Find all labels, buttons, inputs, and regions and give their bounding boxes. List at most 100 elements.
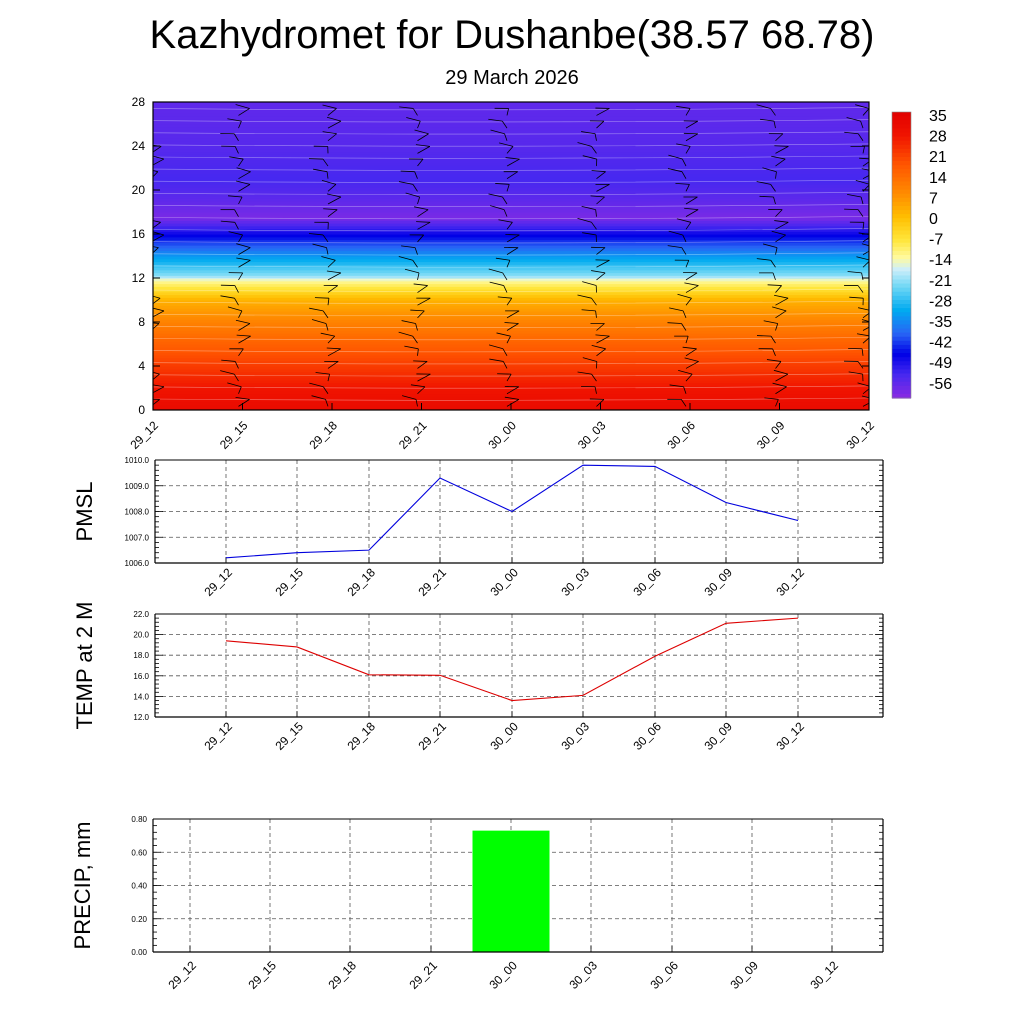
wind-barb-flag [773, 369, 788, 375]
colorbar-label: 35 [929, 108, 947, 125]
wind-barb-flag [153, 155, 164, 160]
wind-barb-shaft [506, 158, 520, 167]
wind-barb-shaft [327, 133, 337, 142]
heatmap-band [153, 231, 869, 235]
wind-barb-shaft [595, 310, 597, 318]
colorbar-swatch [892, 144, 911, 150]
wind-barb-shaft [325, 323, 329, 331]
wind-barb-flag [772, 382, 787, 388]
heatmap-band [153, 278, 869, 282]
wind-barb-shaft [327, 196, 342, 205]
xtick-label: 30_12 [807, 958, 841, 992]
heatmap-band [153, 258, 869, 263]
wind-barb-shaft [327, 374, 330, 382]
ytick-label: 12.0 [133, 713, 149, 722]
wind-barb-flag [322, 131, 337, 135]
wind-barb-flag [220, 295, 235, 299]
wind-barb-shaft [146, 121, 151, 128]
wind-barb-shaft [506, 247, 519, 255]
colorbar-swatch [892, 275, 911, 281]
ytick-label: 16.0 [133, 672, 149, 681]
wind-barb-flag [684, 207, 699, 211]
wind-barb-flag [774, 220, 789, 223]
wind-barb-shaft [417, 348, 419, 356]
wind-barb-flag [153, 384, 165, 388]
colorbar-swatch [892, 348, 911, 354]
wind-barb-flag [153, 322, 160, 324]
colorbar-swatch [892, 271, 911, 277]
colorbar-swatch [892, 218, 911, 223]
wind-barb-flag [677, 293, 692, 299]
wind-barb-shaft [417, 272, 420, 280]
colorbar-swatch [892, 393, 911, 399]
wind-barb-shaft [417, 146, 431, 154]
wind-barb-shaft [596, 259, 610, 268]
ytick-label: 1008.0 [125, 508, 150, 517]
wind-barb-flag [309, 307, 324, 312]
heatmap-band [153, 324, 869, 329]
heatmap-band [153, 341, 869, 345]
wind-barb-shaft [325, 399, 329, 407]
wind-barb-shaft [238, 184, 251, 192]
colorbar-swatch [892, 320, 911, 326]
wind-barb-flag [132, 348, 146, 349]
wind-barb-flag [236, 257, 251, 261]
wind-barb-flag [488, 344, 504, 350]
colorbar-swatch [892, 210, 911, 215]
xtick-label: 30_06 [647, 958, 681, 992]
wind-barb-shaft [238, 158, 244, 167]
wind-barb-shaft [775, 361, 782, 369]
wind-barb-shaft [862, 326, 869, 331]
wind-barb-flag [321, 179, 337, 185]
colorbar-swatch [892, 222, 911, 227]
wind-barb-shaft [591, 373, 597, 382]
heatmap-band [153, 135, 869, 139]
pmsl-panel: 1006.0 1007.0 1008.0 1009.0 1010.0 29_12 29_15… [72, 456, 884, 599]
wind-barb-shaft [506, 234, 520, 243]
heatmap-xtick-label: 29_18 [306, 418, 340, 452]
wind-barbs [132, 104, 869, 407]
wind-barb-shaft [596, 399, 605, 407]
wind-barb-shaft [151, 134, 152, 141]
wind-barb-flag [413, 360, 428, 362]
wind-barb-shaft [149, 184, 151, 191]
colorbar-swatch [892, 246, 911, 252]
heatmap-band [153, 330, 869, 334]
colorbar-swatch [892, 112, 911, 117]
colorbar-swatch [892, 312, 911, 317]
wind-barb-flag [414, 206, 429, 211]
colorbar-label: 14 [929, 170, 947, 187]
wind-barb-shaft [153, 247, 159, 254]
colorbar-swatch [892, 299, 911, 305]
wind-barb-shaft [775, 399, 779, 407]
wind-barb-shaft [775, 221, 789, 230]
precip-bar [472, 830, 550, 952]
heatmap-band [153, 338, 869, 342]
wind-barb-shaft [502, 196, 508, 205]
wind-barb-shaft [596, 183, 610, 192]
wind-barb-shaft [862, 237, 869, 243]
wind-barb-shaft [322, 386, 329, 394]
heatmap-band [153, 165, 869, 169]
wind-barb-shaft [417, 158, 424, 167]
wind-barb-shaft [327, 209, 338, 217]
heatmap-band [153, 129, 869, 133]
wind-barb-flag [764, 397, 779, 400]
colorbar-label: 7 [929, 190, 938, 207]
heatmap-band [153, 280, 869, 285]
wind-barb-flag [667, 322, 682, 324]
colorbar-swatch [892, 344, 911, 350]
wind-barb-shaft [417, 297, 431, 306]
wind-barb-shaft [153, 323, 160, 330]
wind-barb-shaft [591, 297, 597, 306]
ytick-label: 14.0 [133, 692, 149, 701]
wind-barb-flag [762, 243, 778, 248]
heatmap-band [153, 179, 869, 183]
wind-barb-flag [684, 282, 699, 286]
wind-barb-shaft [770, 184, 776, 192]
colorbar-swatch [892, 165, 911, 170]
heatmap-band [153, 272, 869, 276]
wind-barb-shaft [238, 196, 243, 205]
wind-barb-flag [221, 359, 236, 362]
